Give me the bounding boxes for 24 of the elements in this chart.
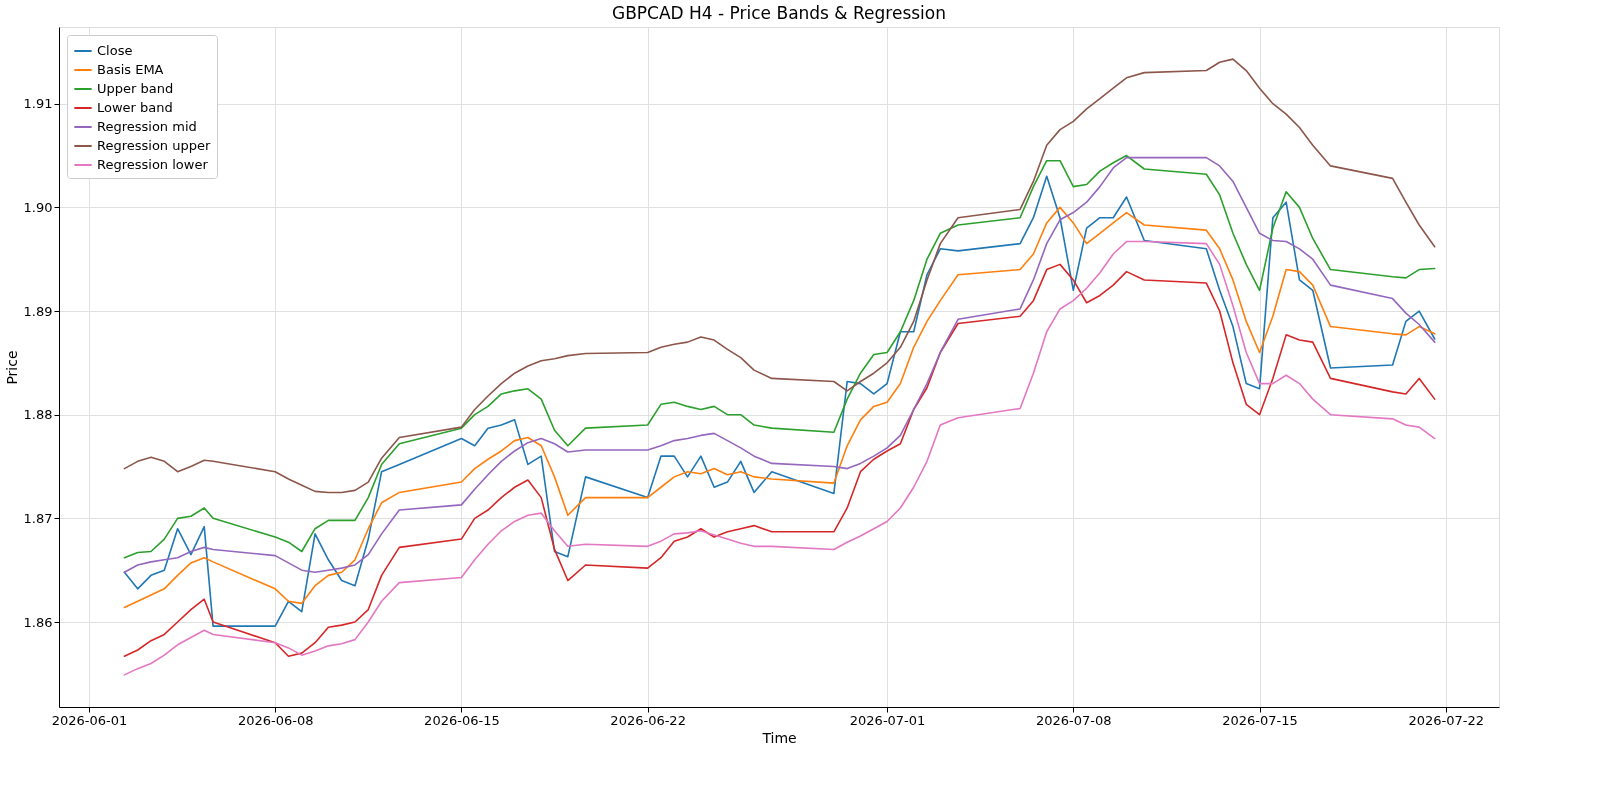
y-tick-label: 1.91 — [23, 96, 53, 112]
legend-label: Regression upper — [97, 138, 211, 153]
legend-label: Upper band — [97, 81, 174, 96]
y-tick-label: 1.89 — [23, 303, 53, 319]
x-tick-label: 2026-06-01 — [51, 712, 128, 728]
x-tick-label: 2026-06-08 — [237, 712, 314, 728]
x-tick-label: 2026-07-01 — [849, 712, 926, 728]
x-tick-label: 2026-07-22 — [1408, 712, 1485, 728]
legend-label: Regression mid — [97, 119, 197, 134]
chart-title: GBPCAD H4 - Price Bands & Regression — [611, 3, 947, 23]
x-axis-title: Time — [761, 729, 797, 746]
legend-label: Close — [97, 43, 133, 58]
x-tick-label: 2026-07-08 — [1036, 712, 1112, 728]
y-tick-label: 1.90 — [23, 199, 53, 215]
x-tick-label: 2026-06-15 — [424, 712, 500, 728]
y-axis-title: Price — [3, 350, 20, 385]
legend-label: Basis EMA — [97, 62, 164, 77]
y-tick-label: 1.88 — [23, 407, 53, 423]
legend-label: Lower band — [97, 100, 173, 115]
legend-label: Regression lower — [97, 157, 209, 172]
y-tick-label: 1.86 — [23, 614, 53, 630]
y-tick-label: 1.87 — [23, 510, 53, 526]
x-tick-label: 2026-07-15 — [1222, 712, 1298, 728]
x-tick-label: 2026-06-22 — [610, 712, 686, 728]
